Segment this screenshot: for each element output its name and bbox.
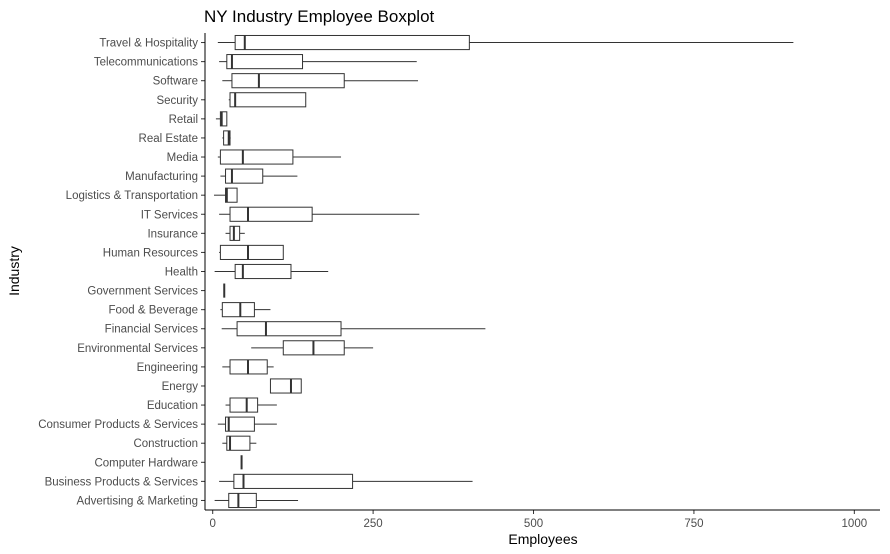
box	[236, 321, 342, 337]
box	[219, 111, 228, 127]
y-tick-label: Logistics & Transportation	[66, 190, 198, 202]
box	[221, 302, 255, 318]
y-tick-label: Media	[167, 152, 199, 164]
y-tick-label: Government Services	[87, 286, 198, 298]
y-tick-label: Environmental Services	[77, 343, 198, 355]
y-tick-label: IT Services	[141, 209, 199, 221]
box	[219, 244, 284, 260]
y-tick-label: Security	[156, 95, 198, 107]
y-tick-label: Consumer Products & Services	[38, 419, 198, 431]
x-tick-label: 1000	[842, 518, 868, 530]
y-tick-label: Retail	[169, 114, 198, 126]
box	[234, 263, 292, 280]
box	[219, 149, 294, 165]
box	[223, 130, 231, 146]
y-tick-label: Education	[147, 400, 198, 412]
box	[229, 92, 307, 108]
x-axis-title: Employees	[508, 531, 577, 547]
y-tick-label: Energy	[162, 381, 199, 393]
y-tick-label: Human Resources	[103, 247, 198, 259]
y-tick-label: Software	[153, 76, 198, 88]
y-tick-label: Business Products & Services	[45, 476, 199, 488]
y-tick-label: Telecommunications	[94, 57, 198, 69]
x-tick-label: 750	[684, 518, 703, 530]
y-tick-label: Food & Beverage	[108, 305, 198, 317]
chart-title: NY Industry Employee Boxplot	[204, 7, 435, 26]
x-tick-label: 500	[524, 518, 543, 530]
box	[225, 168, 264, 184]
box	[233, 473, 354, 489]
box	[269, 378, 302, 394]
box	[226, 54, 304, 70]
box	[226, 435, 251, 451]
box	[229, 397, 259, 413]
y-tick-label: Real Estate	[139, 133, 198, 145]
box	[234, 34, 470, 51]
plot-area: 0 250 500 750 1000 Travel & Hospitality Teleco…	[38, 34, 868, 530]
box	[225, 416, 255, 432]
x-tick-label: 0	[209, 518, 215, 530]
box	[229, 206, 313, 222]
y-tick-label: Insurance	[147, 228, 198, 240]
y-tick-label: Computer Hardware	[94, 457, 198, 469]
y-tick-label: Travel & Hospitality	[99, 38, 198, 50]
box	[225, 187, 238, 203]
y-tick-label: Advertising & Marketing	[77, 495, 198, 507]
box	[228, 492, 257, 509]
y-tick-label: Financial Services	[105, 324, 199, 336]
y-tick-label: Health	[165, 267, 198, 279]
x-tick-label: 250	[364, 518, 383, 530]
y-tick-label: Manufacturing	[125, 171, 198, 183]
box	[231, 73, 345, 89]
y-tick-label: Engineering	[137, 362, 198, 374]
y-tick-label: Construction	[133, 438, 198, 450]
y-axis-title: Industry	[6, 246, 22, 296]
